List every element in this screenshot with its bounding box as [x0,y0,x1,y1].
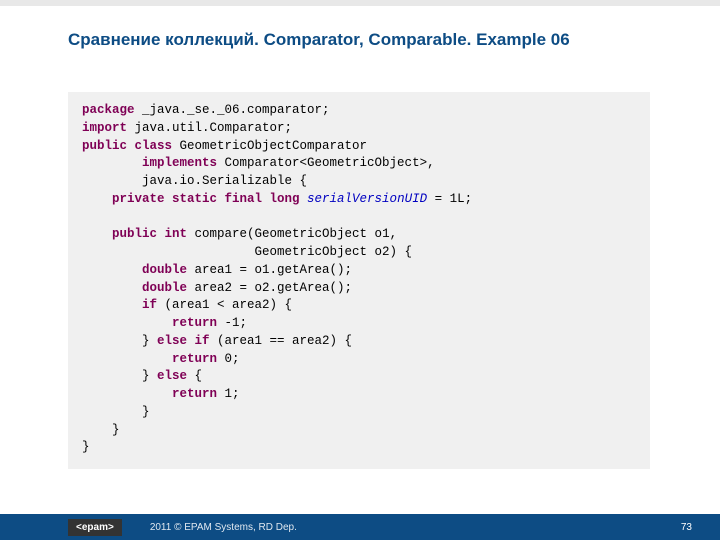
kw-return: return [172,316,217,330]
kw-else: else [157,369,187,383]
kw-public: public [82,139,127,153]
code-text: } [82,369,157,383]
code-text: = 1L; [427,192,472,206]
code-text: area1 = o1.getArea(); [187,263,352,277]
code-text: Comparator<GeometricObject>, [217,156,435,170]
code-text: java.io.Serializable { [82,174,307,188]
code-block: package _java._se._06.comparator; import… [68,92,650,469]
page-number: 73 [681,522,692,533]
code-text: area2 = o2.getArea(); [187,281,352,295]
kw-double: double [142,263,187,277]
code-text: GeometricObjectComparator [172,139,367,153]
top-edge-strip [0,0,720,6]
code-text: } [82,440,90,454]
kw-return: return [172,352,217,366]
code-text: } [82,423,120,437]
footer-bar: <epam> 2011 © EPAM Systems, RD Dep. 73 [0,514,720,540]
code-text: -1; [217,316,247,330]
kw-class: class [127,139,172,153]
code-text: java.util.Comparator; [127,121,292,135]
code-text: { [187,369,202,383]
code-text: 0; [217,352,240,366]
kw-if: if [142,298,157,312]
kw-import: import [82,121,127,135]
code-text: _java._se._06.comparator; [135,103,330,117]
code-text: } [82,334,157,348]
kw-elseif: else if [157,334,210,348]
epam-logo: <epam> [68,519,122,536]
code-text: } [82,405,150,419]
code-text: GeometricObject o2) { [82,245,412,259]
kw-double: double [142,281,187,295]
kw-public-int: public int [112,227,187,241]
kw-return: return [172,387,217,401]
field-suid: serialVersionUID [300,192,428,206]
slide-title: Сравнение коллекций. Comparator, Compara… [68,30,570,50]
code-text: (area1 == area2) { [210,334,353,348]
footer-copyright: 2011 © EPAM Systems, RD Dep. [150,522,297,533]
code-text: (area1 < area2) { [157,298,292,312]
kw-implements: implements [142,156,217,170]
kw-psfl: private static final long [112,192,300,206]
code-text: 1; [217,387,240,401]
kw-package: package [82,103,135,117]
code-text: compare(GeometricObject o1, [187,227,397,241]
